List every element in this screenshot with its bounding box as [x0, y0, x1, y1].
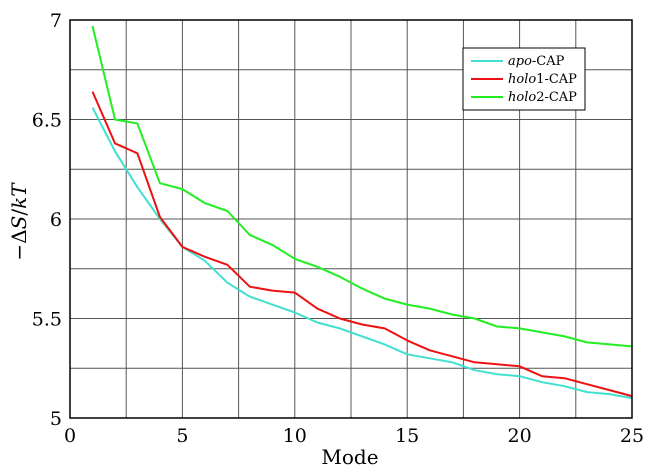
plot-frame — [69, 19, 633, 419]
legend-label-italic: holo — [508, 90, 536, 105]
x-tick-label: 25 — [620, 425, 644, 447]
series-lines — [91, 25, 633, 400]
legend-label-holo1-CAP: holo1-CAP — [508, 72, 577, 87]
series-line-holo2-CAP — [91, 25, 633, 348]
series-line-apo-CAP — [91, 107, 633, 400]
y-axis-label-prefix: −Δ — [7, 229, 31, 260]
y-tick-labels: 5 5.5 6 6.5 7 — [32, 10, 62, 430]
legend-label-italic: holo — [508, 72, 536, 87]
y-tick-label: 5.5 — [32, 309, 62, 331]
x-tick-label: 20 — [508, 425, 532, 447]
y-axis-label: −ΔS/kT — [7, 182, 31, 261]
legend-label-holo2-CAP: holo2-CAP — [508, 90, 577, 105]
x-tick-label: 10 — [283, 425, 307, 447]
series-line-holo1-CAP — [91, 91, 633, 398]
y-tick-label: 6 — [50, 209, 62, 231]
y-tick-label: 7 — [50, 10, 62, 32]
y-axis-label-s: S — [7, 216, 31, 230]
y-tick-label: 5 — [50, 408, 62, 430]
legend-label-rest: 1-CAP — [536, 72, 577, 87]
y-tick-label: 6.5 — [32, 110, 62, 132]
legend-label-rest: -CAP — [532, 54, 565, 69]
x-tick-label: 0 — [64, 425, 76, 447]
legend-label-italic: apo — [508, 54, 532, 69]
y-axis-label-slash: / — [7, 209, 31, 216]
grid — [70, 20, 632, 418]
x-tick-label: 15 — [395, 425, 419, 447]
legend-label-apo-CAP: apo-CAP — [508, 54, 565, 69]
legend-label-rest: 2-CAP — [536, 90, 577, 105]
x-tick-label: 5 — [176, 425, 188, 447]
y-axis-label-kt: kT — [7, 182, 31, 209]
x-tick-labels: 0 5 10 15 20 25 — [64, 425, 644, 447]
x-axis-label: Mode — [321, 445, 378, 467]
